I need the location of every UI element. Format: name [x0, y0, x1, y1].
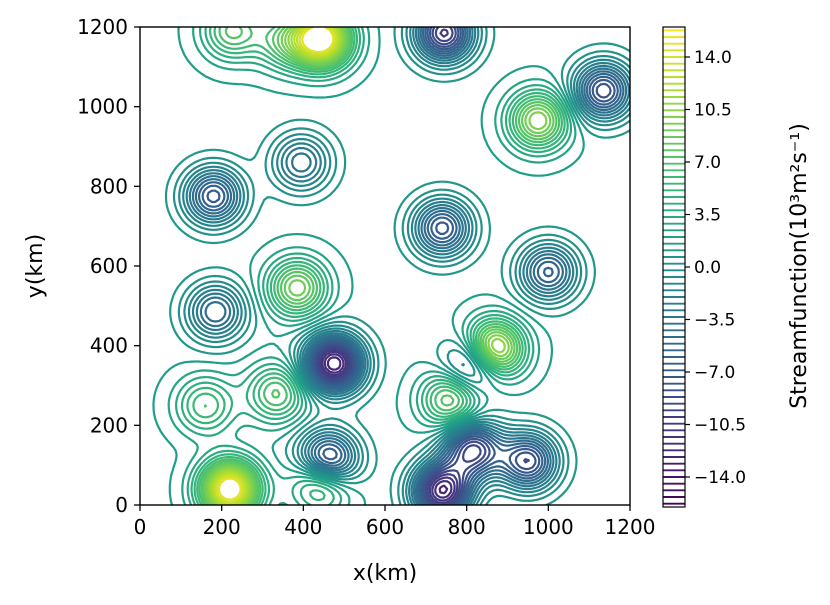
contour-level-5	[321, 350, 456, 502]
colorbar-tick-label: −14.0	[694, 468, 746, 488]
colorbar-label: Streamfunction(10³m²s⁻¹)	[787, 123, 812, 409]
contour-level-33	[209, 27, 342, 505]
colorbar-tick-label: −7.0	[694, 363, 735, 383]
y-tick-label: 800	[90, 174, 128, 198]
contour-level-25	[186, 27, 566, 505]
x-tick-label: 200	[203, 515, 241, 539]
contour-level-10	[206, 27, 616, 505]
contour-level-16	[185, 27, 630, 505]
contour-level-24	[180, 27, 569, 505]
contour-level-23	[175, 27, 573, 505]
contour-level-3	[326, 356, 449, 495]
colorbar-tick-label: 3.5	[694, 206, 721, 226]
contour-level-28	[200, 27, 558, 505]
contour-level-32	[208, 27, 506, 505]
colorbar: 14.0 10.5 7.0 3.5 0.0 −3.5 −7.0 −10.5 −14.0	[662, 26, 746, 508]
y-tick-label: 200	[90, 413, 128, 437]
y-tick-label: 1200	[77, 15, 128, 39]
x-axis-ticks: 0 200 400 600 800 1000 1200	[134, 505, 656, 539]
x-tick-label: 1000	[523, 515, 574, 539]
x-tick-label: 0	[134, 515, 147, 539]
contour-lines	[152, 27, 630, 505]
contour-level-27	[198, 27, 561, 505]
contour-level-26	[192, 27, 563, 505]
x-tick-label: 400	[284, 515, 322, 539]
contour-level-34	[211, 27, 341, 505]
contour-level-9	[313, 27, 612, 505]
y-tick-label: 400	[90, 334, 128, 358]
contour-level-11	[201, 27, 619, 505]
x-tick-label: 1200	[605, 515, 656, 539]
contour-level-20	[164, 27, 630, 505]
contour-level-4	[323, 353, 453, 499]
contour-level-35	[213, 27, 339, 505]
x-axis-label: x(km)	[353, 561, 417, 586]
contour-level-29	[202, 27, 555, 505]
contour-level-15	[188, 27, 630, 505]
colorbar-tick-label: 10.5	[694, 101, 732, 121]
x-tick-label: 800	[448, 515, 486, 539]
y-axis-label: y(km)	[23, 234, 48, 298]
contour-level-19	[172, 27, 630, 505]
x-tick-label: 600	[366, 515, 404, 539]
y-tick-label: 0	[115, 493, 128, 517]
contour-level-7	[317, 27, 482, 505]
colorbar-tick-label: 14.0	[694, 48, 732, 68]
contour-level-30	[204, 27, 552, 505]
contour-level-6	[319, 28, 459, 504]
colorbar-tick-label: 7.0	[694, 153, 721, 173]
colorbar-tick-label: −3.5	[694, 311, 735, 331]
contour-level-22	[167, 27, 577, 505]
colorbar-tick-label: 0.0	[694, 258, 721, 278]
y-tick-label: 1000	[77, 95, 128, 119]
contour-level-36	[215, 27, 337, 503]
contour-level-21	[152, 27, 585, 505]
contour-level-14	[191, 27, 628, 505]
contour-level-17	[182, 27, 630, 505]
contour-level-13	[194, 27, 625, 505]
y-axis-ticks: 0 200 400 600 800 1000 1200	[77, 15, 140, 517]
contour-level-31	[206, 27, 548, 505]
colorbar-tick-label: −10.5	[694, 416, 746, 436]
contour-level-18	[178, 27, 630, 505]
colorbar-frame	[662, 26, 686, 508]
contour-level-12	[197, 27, 622, 505]
y-tick-label: 600	[90, 254, 128, 278]
contour-level-8	[315, 27, 530, 505]
contour-level-37	[217, 27, 335, 501]
